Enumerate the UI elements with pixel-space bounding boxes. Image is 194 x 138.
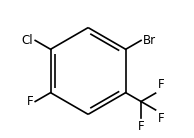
Text: F: F xyxy=(158,78,164,91)
Text: Cl: Cl xyxy=(22,34,33,47)
Text: Br: Br xyxy=(143,34,156,47)
Text: F: F xyxy=(138,120,144,133)
Text: F: F xyxy=(27,95,33,108)
Text: F: F xyxy=(158,112,164,125)
